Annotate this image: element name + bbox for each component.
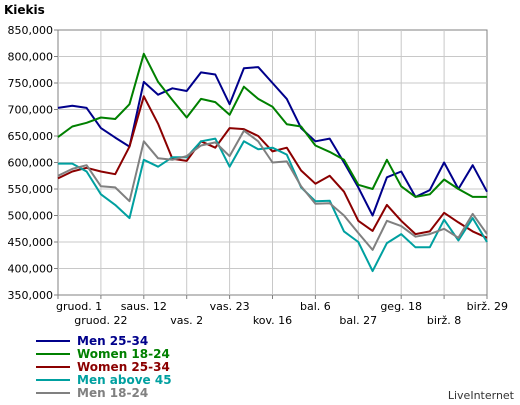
legend-label-men-25-34: Men 25-34 [77, 334, 148, 348]
x-tick-label: geg. 18 [380, 300, 422, 313]
y-tick-label: 800,000 [8, 51, 54, 64]
y-tick-label: 600,000 [8, 157, 54, 170]
branding-text: LiveInternet [448, 389, 515, 402]
legend-label-women-25-34: Women 25-34 [77, 360, 170, 374]
series-line-men-18-24 [57, 129, 488, 251]
y-axis-ticks: 850,000 800,000 750,000 700,000 650,000 600,0… [8, 24, 58, 302]
y-tick-label: 650,000 [8, 130, 54, 143]
y-tick-label: 850,000 [8, 24, 54, 37]
x-tick-label: saus. 12 [121, 300, 167, 313]
series-line-women-18-24 [57, 52, 487, 198]
y-tick-label: 750,000 [8, 77, 54, 90]
y-tick-label: 350,000 [8, 289, 54, 302]
y-tick-label: 700,000 [8, 104, 54, 117]
x-tick-label: vas. 2 [170, 314, 203, 327]
y-tick-label: 550,000 [8, 183, 54, 196]
x-tick-label: bal. 6 [300, 300, 331, 313]
legend-label-women-18-24: Women 18-24 [77, 347, 170, 361]
series-lines [57, 52, 488, 273]
legend-label-men-18-24: Men 18-24 [77, 386, 148, 400]
x-tick-label: kov. 16 [253, 314, 292, 327]
series-line-men-above-45 [58, 137, 488, 273]
y-tick-label: 400,000 [8, 263, 54, 276]
x-tick-label: birž. 29 [467, 300, 508, 313]
legend-label-men-above-45: Men above 45 [77, 373, 172, 387]
x-tick-label: vas. 23 [210, 300, 250, 313]
x-tick-label: gruod. 1 [56, 300, 102, 313]
y-axis-label: Kiekis [4, 3, 45, 17]
x-tick-label: bal. 27 [339, 314, 377, 327]
x-tick-label: birž. 8 [427, 314, 461, 327]
x-tick-label: gruod. 22 [74, 314, 127, 327]
y-tick-label: 500,000 [8, 210, 54, 223]
series-line-women-25-34 [57, 95, 488, 239]
y-tick-label: 450,000 [8, 236, 54, 249]
